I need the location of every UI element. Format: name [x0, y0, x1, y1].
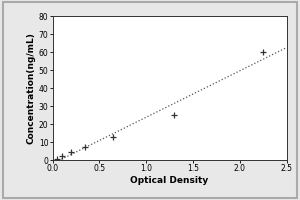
X-axis label: Optical Density: Optical Density	[130, 176, 208, 185]
Y-axis label: Concentration(ng/mL): Concentration(ng/mL)	[27, 32, 36, 144]
